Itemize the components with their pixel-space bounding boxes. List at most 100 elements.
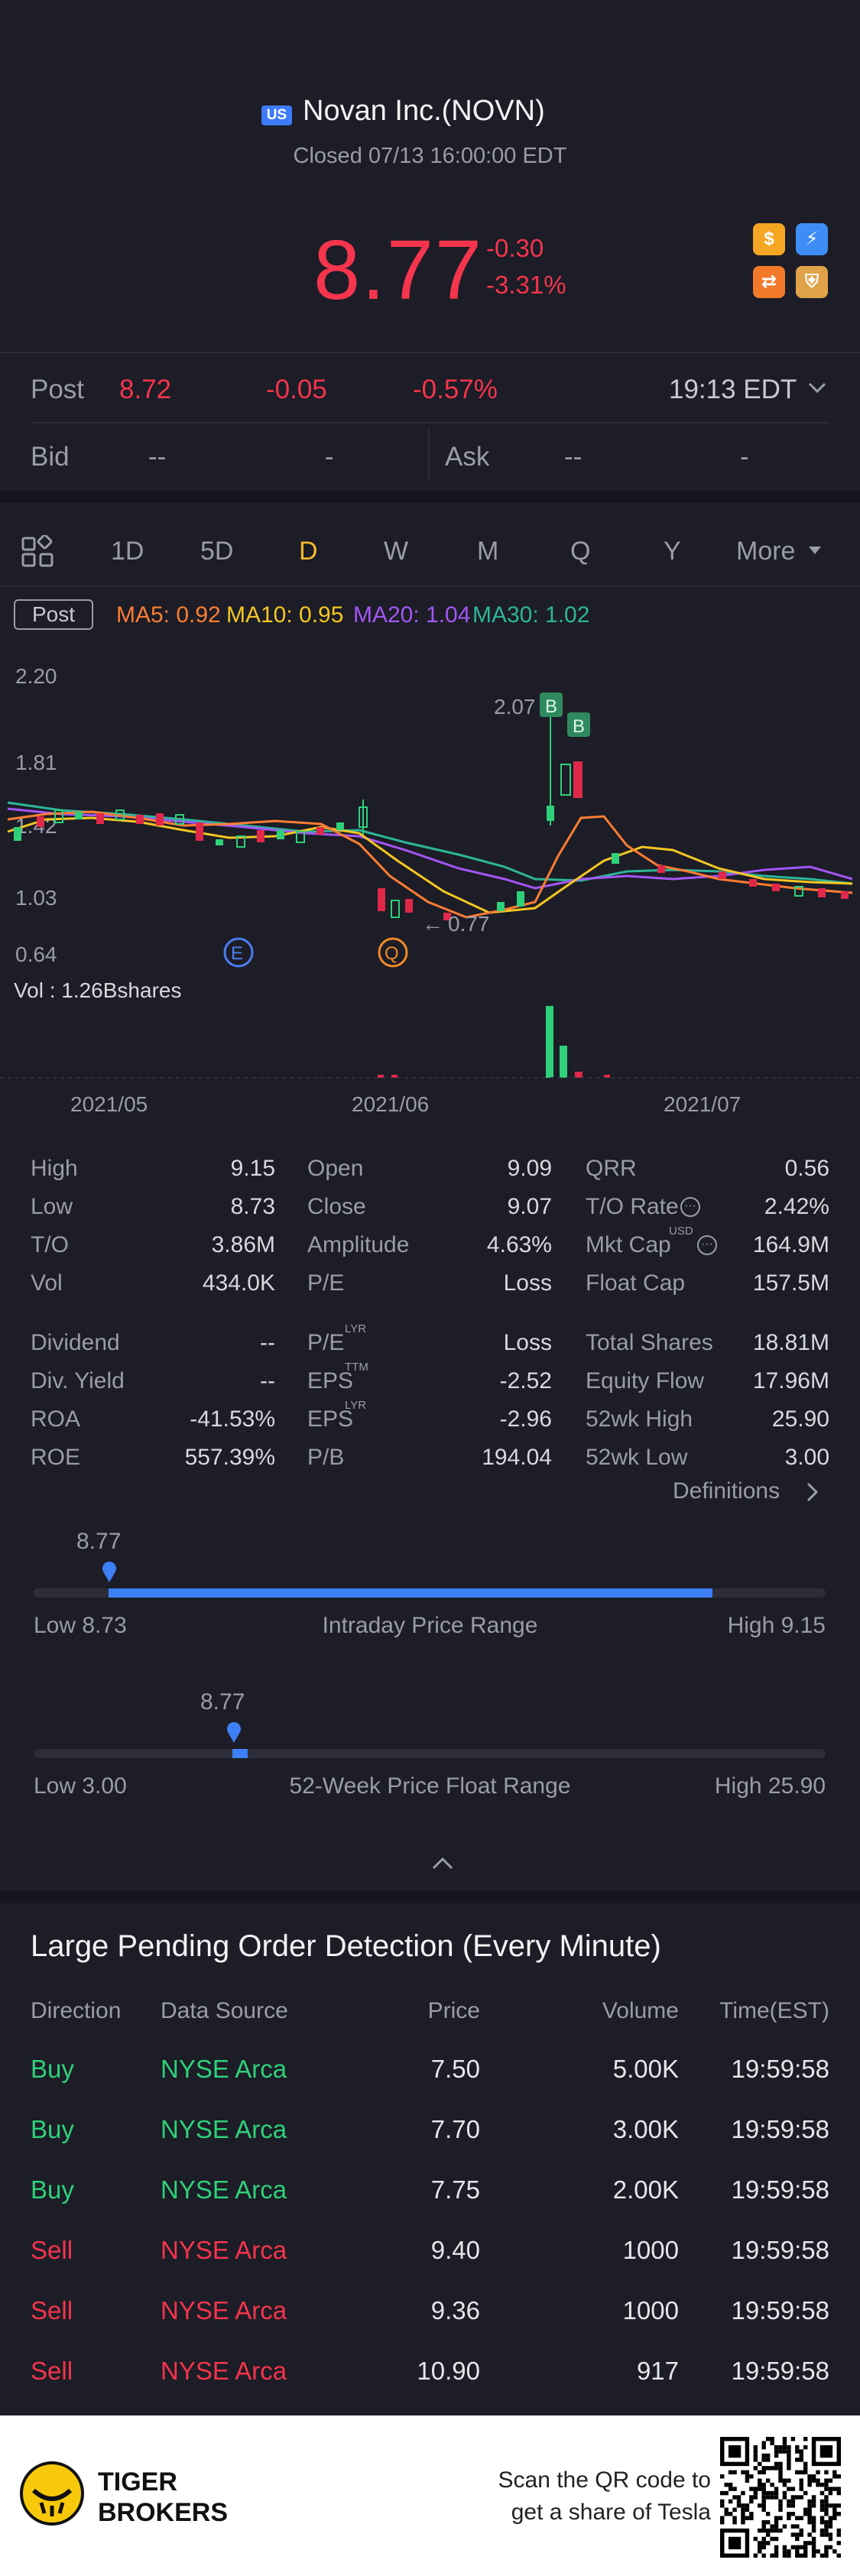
section-gap xyxy=(0,1891,860,1903)
earnings-marker[interactable] xyxy=(223,937,254,968)
week52-range-fill xyxy=(232,1749,248,1758)
tab-m[interactable]: M xyxy=(477,537,499,566)
week52-title: 52-Week Price Float Range xyxy=(289,1773,571,1799)
order-direction: Sell xyxy=(31,2357,73,2385)
order-volume: 3.00K xyxy=(612,2115,679,2143)
order-direction: Buy xyxy=(31,2115,74,2143)
tab-y[interactable]: Y xyxy=(664,537,681,566)
price-change-pct: -3.31% xyxy=(486,271,566,299)
chevron-up-icon[interactable] xyxy=(431,1856,454,1871)
stat-value: 164.9M xyxy=(752,1232,829,1257)
x-label: 2021/06 xyxy=(352,1092,429,1116)
stat-value: 18.81M xyxy=(752,1330,829,1355)
candles xyxy=(14,703,849,920)
ma5-line xyxy=(7,810,853,919)
order-direction: Sell xyxy=(31,2236,73,2264)
dollar-icon[interactable]: $ xyxy=(753,223,785,255)
qr-code-icon[interactable] xyxy=(720,2437,841,2558)
tab-d[interactable]: D xyxy=(299,537,318,566)
stat-label: QRR xyxy=(586,1156,637,1181)
bid-price: -- xyxy=(148,442,167,472)
pin-icon xyxy=(102,1561,116,1582)
orders-header-volume: Volume xyxy=(602,1998,679,2023)
order-source: NYSE Arca xyxy=(161,2115,287,2143)
order-volume: 917 xyxy=(636,2357,679,2385)
layout-grid-icon[interactable] xyxy=(21,535,55,567)
stat-label: Mkt Cap xyxy=(586,1232,671,1257)
ma10-label: MA10: 0.95 xyxy=(226,602,344,628)
quarterly-marker[interactable] xyxy=(378,937,408,968)
swap-icon[interactable]: ⇄ xyxy=(753,266,785,298)
chevron-down-icon[interactable] xyxy=(807,380,827,395)
table-row: Buy NYSE Arca 7.75 2.00K 19:59:58 xyxy=(0,2175,860,2221)
stat-value: 157.5M xyxy=(752,1270,829,1296)
orders-title: Large Pending Order Detection (Every Min… xyxy=(31,1929,661,1963)
order-volume: 1000 xyxy=(622,2296,679,2325)
quarterly-marker-label: Q xyxy=(385,943,399,964)
definitions-link[interactable]: Definitions xyxy=(673,1478,780,1504)
week52-high: High 25.90 xyxy=(714,1773,826,1799)
order-price: 10.90 xyxy=(417,2357,480,2385)
order-price: 7.50 xyxy=(430,2055,480,2083)
divider xyxy=(0,352,860,353)
caret-down-icon[interactable] xyxy=(807,545,823,556)
divider xyxy=(0,586,860,587)
volume-bars xyxy=(378,1006,610,1078)
stat-label-superscript: TTM xyxy=(345,1361,368,1374)
stat-value: 17.96M xyxy=(752,1368,829,1393)
stock-title: Novan Inc.(NOVN) xyxy=(303,95,545,127)
order-volume: 1000 xyxy=(622,2236,679,2264)
order-source: NYSE Arca xyxy=(161,2055,287,2083)
low-annotation-arrow: ← xyxy=(422,912,443,936)
order-price: 7.70 xyxy=(430,2115,480,2143)
order-price: 9.36 xyxy=(430,2296,480,2325)
ma20-label: MA20: 1.04 xyxy=(353,602,471,628)
orders-header-time: Time(EST) xyxy=(719,1998,829,2023)
tab-more[interactable]: More xyxy=(736,537,796,566)
tab-1d[interactable]: 1D xyxy=(111,537,144,566)
stat-label: P/B xyxy=(307,1445,345,1470)
market-status: Closed 07/13 16:00:00 EDT xyxy=(293,144,567,168)
candlestick-chart[interactable]: 2.20 1.81 1.42 1.03 0.64 xyxy=(0,650,860,1124)
week52-low: Low 3.00 xyxy=(34,1773,127,1799)
y-label: 1.03 xyxy=(15,886,57,910)
info-icon[interactable]: ··· xyxy=(697,1235,717,1255)
tab-w[interactable]: W xyxy=(384,537,409,566)
info-icon[interactable]: ··· xyxy=(680,1197,700,1217)
stat-value: -- xyxy=(260,1368,275,1393)
tab-5d[interactable]: 5D xyxy=(200,537,234,566)
shield-icon[interactable]: ⛨ xyxy=(796,266,828,298)
stat-label: Vol xyxy=(31,1270,63,1296)
stat-label: T/O xyxy=(31,1232,69,1257)
stat-label: Open xyxy=(307,1156,364,1181)
ask-price: -- xyxy=(564,442,583,472)
promo-line-1: Scan the QR code to xyxy=(498,2467,712,2493)
buy-marker[interactable] xyxy=(540,693,563,717)
order-time: 19:59:58 xyxy=(731,2236,829,2264)
order-volume: 2.00K xyxy=(612,2175,679,2204)
tab-q[interactable]: Q xyxy=(570,537,591,566)
ask-size: - xyxy=(740,442,749,472)
y-label: 2.20 xyxy=(15,664,57,688)
stat-label: ROA xyxy=(31,1406,81,1432)
table-row: Sell NYSE Arca 10.90 917 19:59:58 xyxy=(0,2357,860,2402)
chevron-right-icon[interactable] xyxy=(806,1481,819,1503)
post-toggle[interactable]: Post xyxy=(14,599,93,630)
ma5-label: MA5: 0.92 xyxy=(116,602,221,628)
stat-label: Close xyxy=(307,1194,366,1219)
y-label: 1.81 xyxy=(15,751,57,774)
stat-label: Dividend xyxy=(31,1330,120,1355)
divider xyxy=(428,428,430,482)
stat-value: 0.56 xyxy=(784,1156,829,1181)
lightning-icon[interactable]: ⚡ xyxy=(796,223,828,255)
post-time[interactable]: 19:13 EDT xyxy=(669,375,797,404)
stat-label: P/E xyxy=(307,1270,345,1296)
low-annotation: 0.77 xyxy=(448,912,490,936)
buy-marker[interactable] xyxy=(567,712,590,737)
post-price: 8.72 xyxy=(119,375,172,404)
order-price: 7.75 xyxy=(430,2175,480,2204)
stat-value: 2.42% xyxy=(764,1194,829,1219)
stat-value: 4.63% xyxy=(486,1232,552,1257)
price-change: -0.30 xyxy=(486,234,544,262)
order-source: NYSE Arca xyxy=(161,2296,287,2325)
